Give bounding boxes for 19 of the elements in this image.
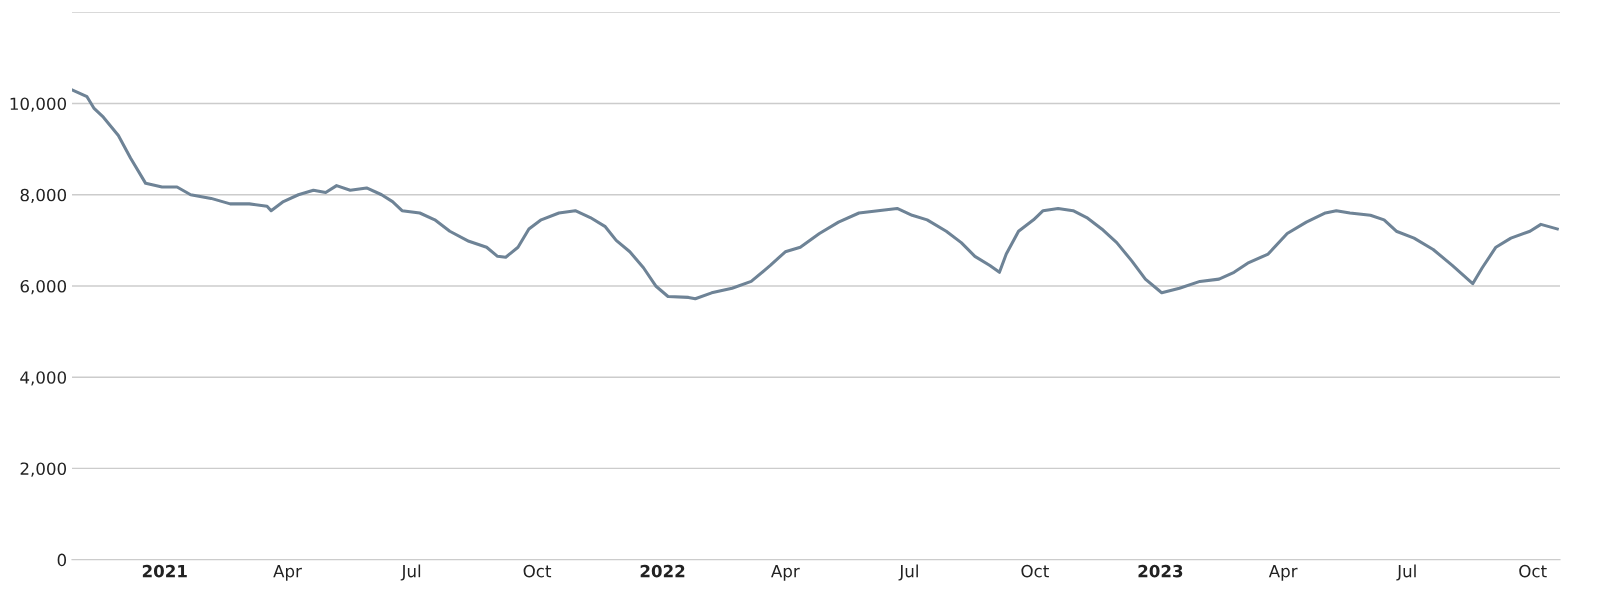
x-tick-label: Apr [1268,565,1298,581]
x-tick-label: 2022 [640,564,685,578]
y-tick-label: 8,000 [20,188,67,204]
line-series [72,88,1559,301]
x-tick-label: 2021 [142,564,187,578]
x-tick-label: Jul [400,564,421,581]
y-tick-label: 4,000 [20,371,67,386]
x-tick-label: Apr [273,565,302,581]
x-tick-label: Jul [898,564,918,581]
y-tick-label: 10,000 [10,97,67,112]
y-tick-label: 6,000 [20,279,67,295]
x-tick-label: Oct [1519,564,1547,578]
y-tick-label: 0 [57,553,67,567]
x-tick-label: Oct [523,564,552,578]
y-tick-label: 2,000 [20,462,67,477]
x-tick-label: Jul [1396,564,1416,581]
x-tick-label: Apr [771,565,800,581]
x-tick-label: Oct [1021,564,1049,578]
x-tick-label: 2023 [1138,564,1183,578]
